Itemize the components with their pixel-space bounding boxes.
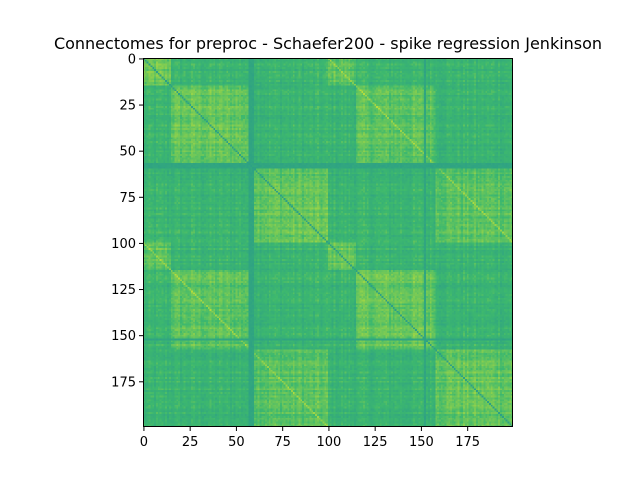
y-tick-label: 175: [111, 375, 136, 390]
y-tick-label: 0: [128, 52, 136, 67]
x-tick-label: 125: [363, 435, 388, 450]
x-tick-label: 100: [317, 435, 342, 450]
x-tick-label: 75: [274, 435, 291, 450]
y-tick-label: 150: [111, 329, 136, 344]
axes-frame: [143, 58, 513, 427]
x-tick-label: 150: [409, 435, 434, 450]
heatmap-area: [143, 58, 513, 427]
x-tick-label: 0: [140, 435, 148, 450]
y-tick-label: 25: [119, 99, 136, 114]
y-tick-label: 50: [119, 145, 136, 160]
x-tick-label: 50: [228, 435, 245, 450]
y-tick-label: 125: [111, 283, 136, 298]
y-tick-label: 75: [119, 191, 136, 206]
x-tick-label: 175: [455, 435, 480, 450]
x-tick-label: 25: [182, 435, 199, 450]
y-tick-label: 100: [111, 237, 136, 252]
y-axis: 0 25 50 75 100 125 150 175: [111, 52, 143, 390]
heatmap-canvas: [143, 58, 513, 427]
chart-title: Connectomes for preproc - Schaefer200 - …: [54, 34, 602, 53]
x-axis: 0 25 50 75 100 125 150 175: [140, 427, 480, 450]
